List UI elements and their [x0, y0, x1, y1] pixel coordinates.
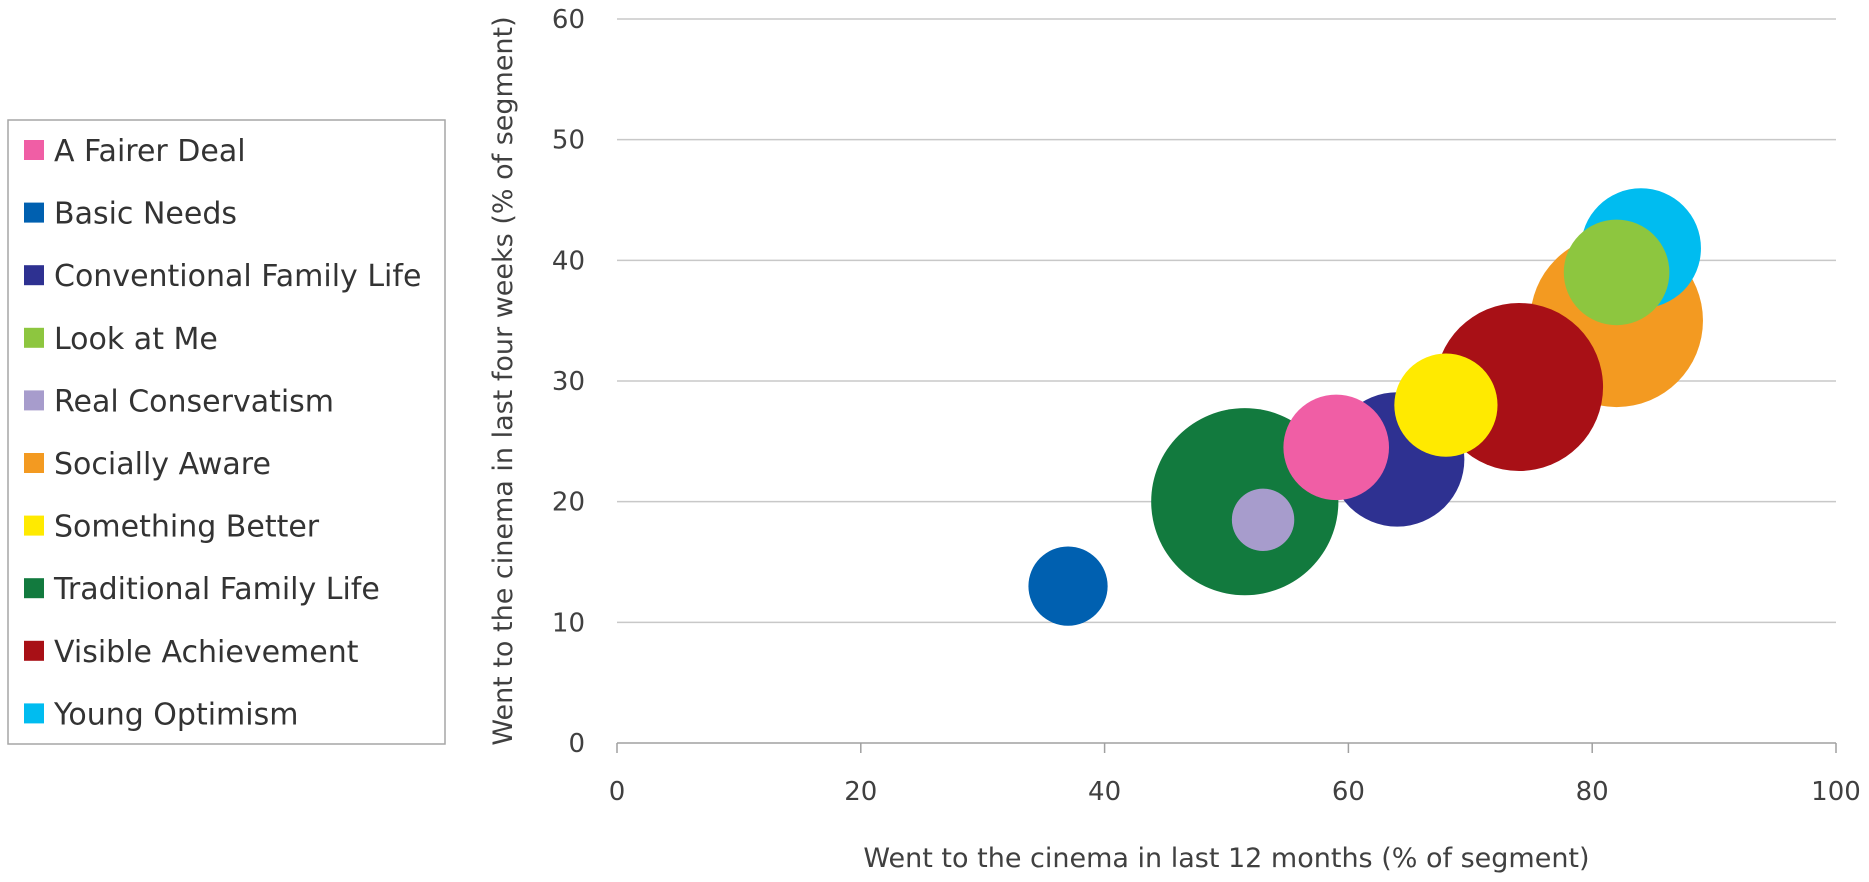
legend-label: Visible Achievement [54, 635, 359, 670]
y-tick-label: 50 [552, 126, 585, 156]
legend-swatch [24, 265, 44, 286]
legend-item-conventional-family-life: Conventional Family Life [24, 259, 421, 294]
legend-swatch [24, 140, 44, 160]
legend-item-traditional-family-life: Traditional Family Life [24, 572, 380, 607]
legend-swatch [24, 202, 44, 223]
legend-swatch [24, 640, 44, 661]
legend: A Fairer Deal Basic Needs Conventional Fam… [7, 119, 446, 745]
legend-label: Look at Me [54, 322, 218, 357]
legend-box [7, 119, 446, 745]
x-tick-label: 60 [1332, 777, 1365, 807]
y-tick-label: 0 [568, 729, 585, 759]
legend-item-basic-needs: Basic Needs [24, 197, 237, 232]
gridlines [617, 18, 1836, 624]
bubble-something-better [1394, 353, 1498, 457]
legend-label: Basic Needs [54, 197, 237, 232]
legend-swatch [24, 703, 44, 724]
legend-item-something-better: Something Better [24, 510, 320, 545]
legend-label: Conventional Family Life [54, 259, 421, 294]
legend-label: Real Conservatism [54, 384, 334, 419]
y-tick-label: 40 [552, 246, 585, 276]
y-tick-label: 30 [552, 367, 585, 397]
legend-label: Socially Aware [54, 447, 271, 482]
legend-swatch [24, 515, 44, 536]
legend-label: Something Better [54, 510, 320, 545]
x-tick-labels: 0 20 40 60 80 100 [609, 777, 1861, 807]
x-axis-title: Went to the cinema in last 12 months (% … [863, 843, 1589, 874]
x-tick-label: 40 [1088, 777, 1121, 807]
legend-item-visible-achievement: Visible Achievement [24, 635, 359, 670]
legend-item-a-fairer-deal: A Fairer Deal [24, 134, 246, 169]
y-tick-label: 20 [552, 488, 585, 518]
legend-swatch [24, 453, 44, 473]
legend-item-young-optimism: Young Optimism [24, 697, 298, 732]
legend-swatch [24, 390, 44, 411]
legend-label: A Fairer Deal [54, 134, 246, 169]
legend-item-look-at-me: Look at Me [24, 322, 218, 357]
y-tick-labels: 0 10 20 30 40 50 60 [552, 5, 585, 759]
bubble-look-at-me [1563, 219, 1670, 326]
y-axis-title: Went to the cinema in last four weeks (%… [488, 16, 519, 745]
legend-item-socially-aware: Socially Aware [24, 447, 271, 482]
legend-swatch [24, 578, 44, 599]
x-tick-label: 100 [1811, 777, 1861, 807]
x-tick-label: 0 [609, 777, 626, 807]
y-tick-label: 10 [552, 608, 585, 638]
legend-label: Young Optimism [53, 697, 298, 732]
bubble-real-conservatism [1231, 488, 1295, 551]
bubbles [1028, 188, 1703, 626]
legend-label: Traditional Family Life [53, 572, 380, 607]
bubble-basic-needs [1028, 546, 1108, 626]
legend-swatch [24, 327, 44, 348]
x-tick-label: 20 [844, 777, 877, 807]
axes [616, 742, 1837, 753]
y-tick-label: 60 [552, 5, 585, 35]
x-tick-label: 80 [1576, 777, 1609, 807]
legend-item-real-conservatism: Real Conservatism [24, 384, 334, 419]
bubble-a-fairer-deal [1283, 394, 1390, 501]
